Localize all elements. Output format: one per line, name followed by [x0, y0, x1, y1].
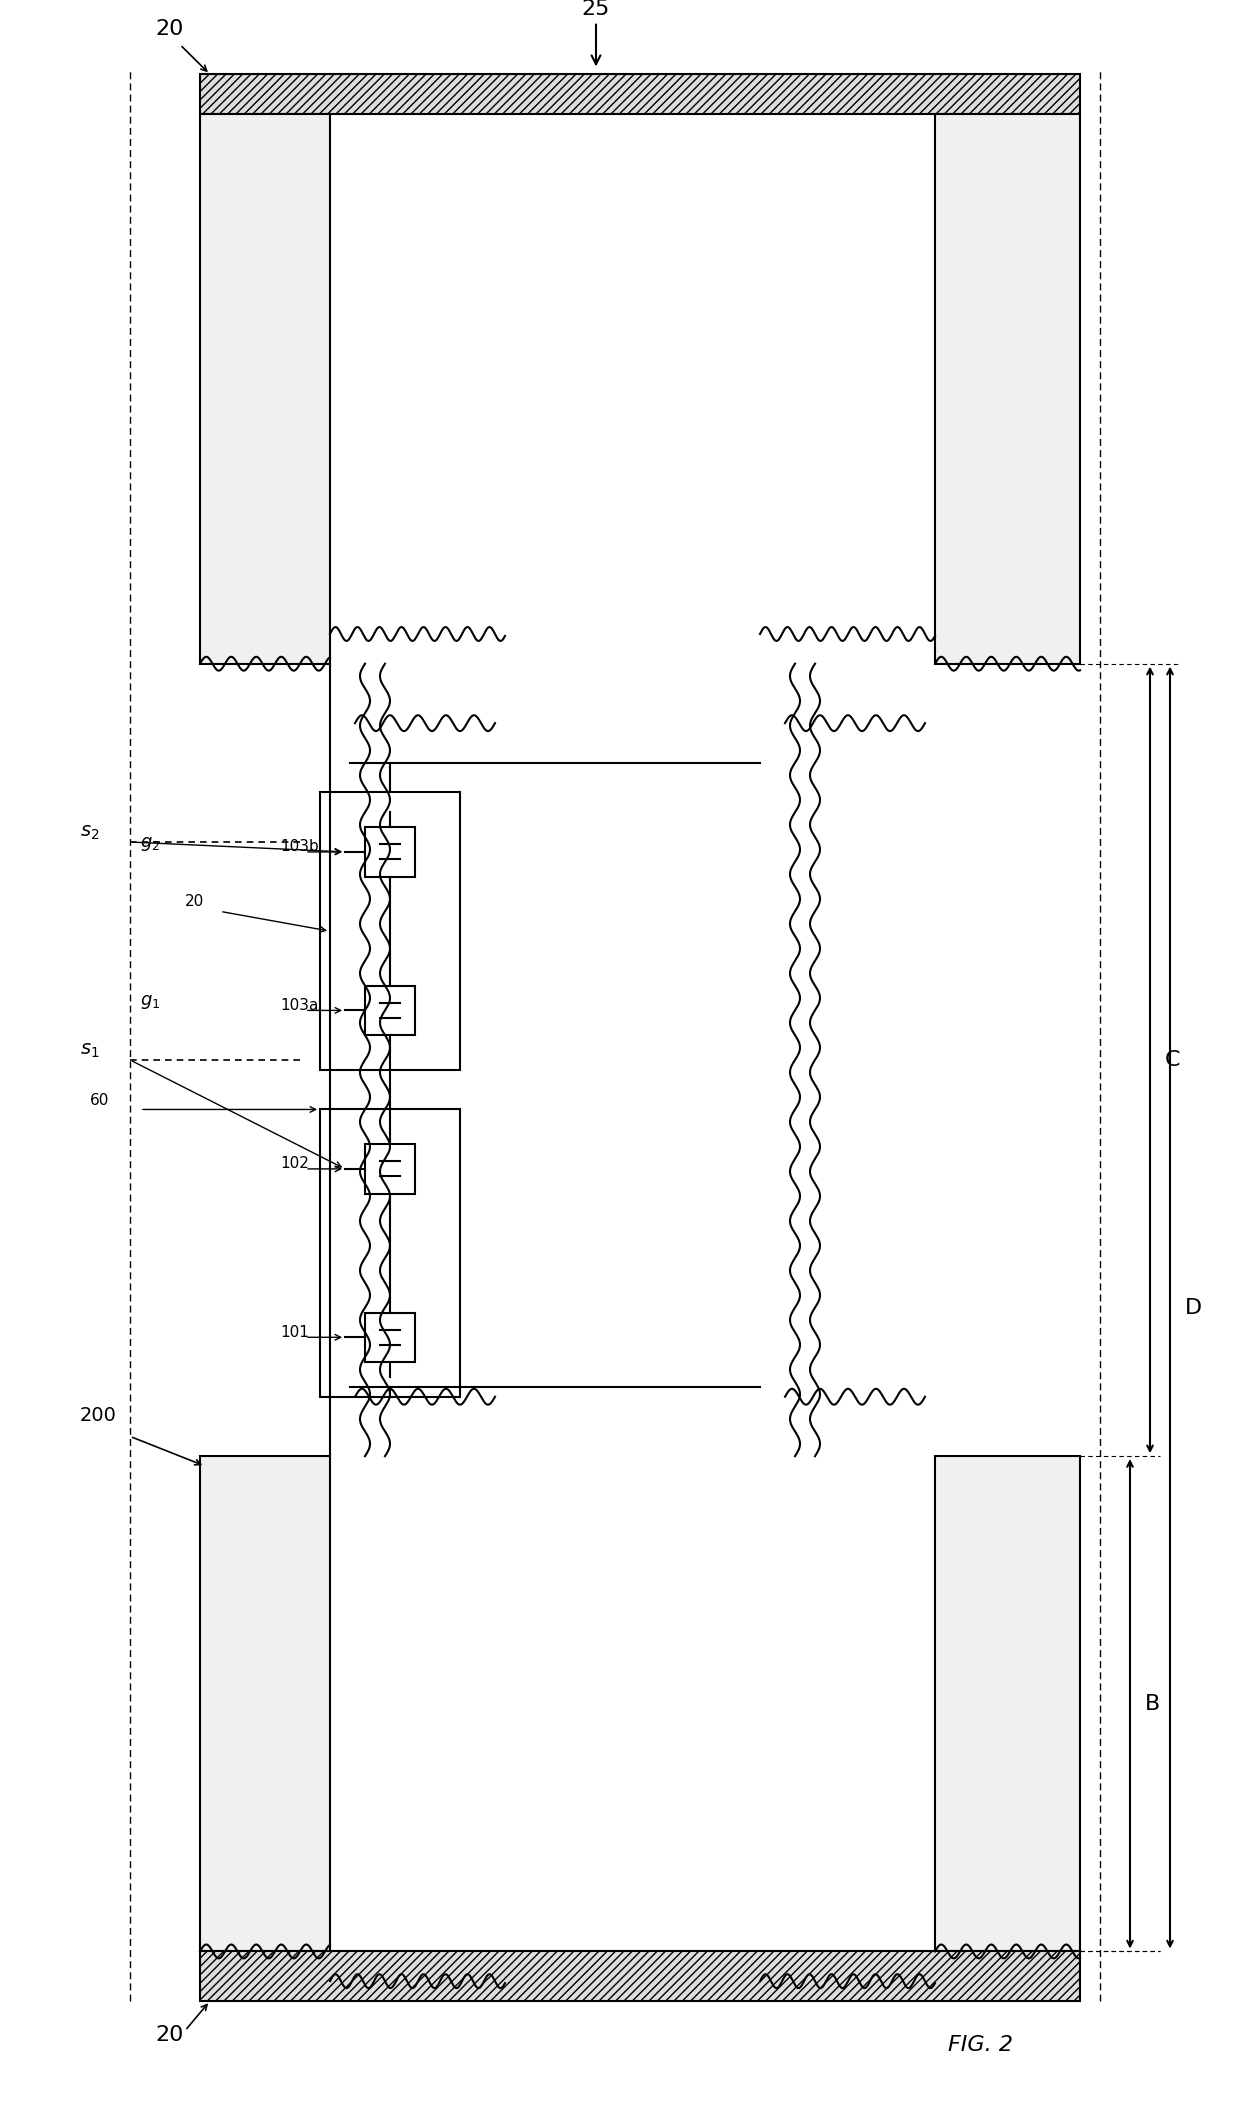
Bar: [935, 114, 1080, 665]
Text: 200: 200: [81, 1407, 117, 1426]
Bar: [200, 1952, 1080, 2000]
Text: C: C: [1166, 1049, 1180, 1070]
Bar: [935, 1455, 1080, 1952]
Bar: [365, 1312, 415, 1363]
Text: $g_2$: $g_2$: [140, 835, 160, 854]
Bar: [365, 826, 415, 877]
Bar: [200, 74, 1080, 114]
Text: 103a: 103a: [280, 999, 319, 1014]
Bar: [365, 1144, 415, 1195]
Text: $s_1$: $s_1$: [81, 1041, 99, 1060]
Text: B: B: [1145, 1693, 1161, 1714]
Bar: [200, 1455, 330, 1952]
Text: 25: 25: [582, 0, 610, 65]
Text: 103b: 103b: [280, 839, 319, 854]
Text: 20: 20: [156, 2025, 185, 2044]
Text: 102: 102: [280, 1157, 309, 1171]
Text: 101: 101: [280, 1325, 309, 1340]
Text: 20: 20: [156, 19, 185, 38]
Text: FIG. 2: FIG. 2: [947, 2034, 1013, 2055]
Text: 60: 60: [91, 1094, 109, 1108]
Text: D: D: [1185, 1298, 1202, 1319]
Bar: [365, 986, 415, 1035]
Bar: [200, 114, 330, 665]
Bar: [320, 1110, 460, 1396]
Text: $g_1$: $g_1$: [140, 993, 160, 1012]
Text: $s_2$: $s_2$: [81, 824, 99, 843]
Bar: [320, 793, 460, 1070]
Text: 20: 20: [185, 894, 205, 908]
